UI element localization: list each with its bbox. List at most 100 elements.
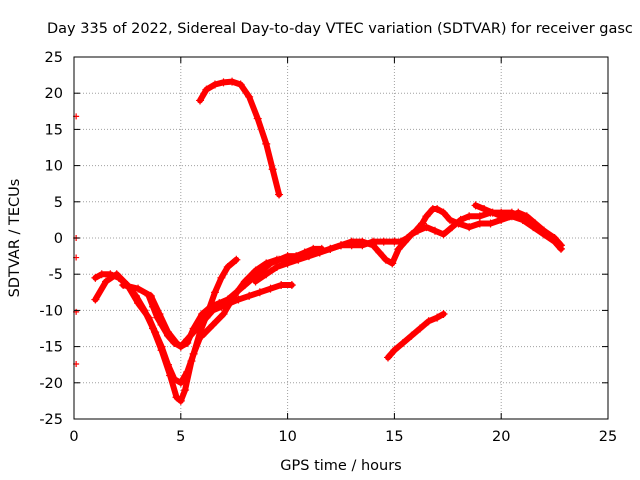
x-tick-label: 10 [278, 429, 296, 445]
data-point [134, 284, 143, 293]
data-point [196, 96, 205, 105]
data-point [251, 277, 260, 286]
data-point [198, 331, 207, 340]
data-point [157, 342, 166, 351]
y-tick-label: -10 [39, 303, 63, 319]
data-point [172, 393, 181, 402]
data-point [208, 320, 217, 329]
series-sat-g [252, 209, 565, 285]
data-point [522, 212, 531, 221]
data-point [433, 313, 442, 322]
data-point [514, 208, 523, 217]
data-point [337, 241, 345, 250]
series-sat-e [145, 282, 295, 350]
y-tick-label: -5 [49, 267, 63, 283]
data-point [91, 295, 100, 304]
data-point [471, 201, 480, 210]
data-point [255, 288, 264, 297]
data-point [210, 288, 219, 297]
y-tick-label: -25 [39, 412, 63, 428]
data-point [223, 262, 232, 271]
data-point [475, 212, 484, 221]
data-point [448, 223, 457, 232]
data-point [112, 270, 121, 279]
data-point [181, 386, 190, 395]
tick-labels: 0 5 10 15 20 25 -25 -20 -15 -10 -5 0 5 10 15 20 25 [39, 50, 617, 445]
y-tick-label: 15 [45, 122, 63, 138]
data-point [196, 320, 205, 329]
data-point [210, 80, 219, 89]
data-point [369, 241, 378, 250]
data-point [388, 259, 397, 268]
data-point [232, 255, 241, 264]
data-point [413, 226, 422, 235]
data-point [217, 302, 226, 311]
data-point [217, 273, 226, 282]
data-point [208, 306, 217, 315]
data-point [268, 165, 277, 174]
series-sat-i [472, 202, 556, 241]
data-point [375, 248, 384, 257]
y-tick-label: 10 [45, 159, 63, 175]
data-point [407, 230, 416, 239]
data-point [480, 205, 489, 214]
data-point [347, 237, 356, 246]
data-point [304, 252, 313, 261]
data-point [439, 310, 448, 319]
x-tick-label: 0 [69, 429, 78, 445]
chart-title: Day 335 of 2022, Sidereal Day-to-day VTE… [47, 21, 633, 37]
data-point [189, 349, 198, 358]
data-point [381, 255, 390, 264]
data-point [488, 208, 497, 217]
data-point [390, 346, 399, 355]
data-point [383, 353, 392, 362]
data-point [262, 270, 271, 279]
data-point [189, 328, 198, 337]
x-tick-label: 25 [599, 429, 617, 445]
data-point [157, 320, 166, 329]
data-point [465, 212, 474, 221]
data-point [465, 223, 474, 232]
data-point [266, 284, 275, 293]
y-axis-label: SDTVAR / TECUs [7, 179, 23, 298]
data-point [134, 299, 143, 308]
data-point [456, 215, 465, 224]
data-point [149, 302, 158, 311]
data-point [439, 230, 448, 239]
data-point [202, 313, 211, 322]
data-point [272, 255, 281, 264]
y-tick-label: 20 [45, 86, 63, 102]
data-point [416, 324, 425, 333]
data-point [153, 313, 162, 322]
series-sat-a [197, 78, 283, 198]
data-point [531, 219, 540, 228]
data-point [219, 310, 228, 319]
data-point [170, 375, 179, 384]
y-tick-label: 0 [54, 231, 63, 247]
data-point [198, 310, 207, 319]
data-point [277, 281, 286, 290]
data-point [445, 215, 454, 224]
data-point [326, 244, 335, 253]
data-point [228, 77, 237, 86]
data-point [262, 139, 271, 148]
data-point [548, 234, 557, 242]
data-point [539, 226, 548, 235]
x-tick-label: 5 [176, 429, 185, 445]
data-point [236, 80, 245, 89]
data-point [315, 248, 324, 257]
series-sat-h [384, 311, 447, 361]
data-point [283, 259, 292, 268]
data-point [379, 237, 388, 246]
series-layer [73, 77, 566, 405]
data-point [439, 208, 448, 217]
data-point [486, 219, 495, 228]
data-point [240, 277, 249, 286]
data-point [97, 270, 106, 279]
data-point [183, 367, 192, 376]
data-point [433, 205, 442, 214]
data-point [424, 317, 433, 326]
data-point [251, 266, 260, 275]
data-point [505, 212, 514, 221]
